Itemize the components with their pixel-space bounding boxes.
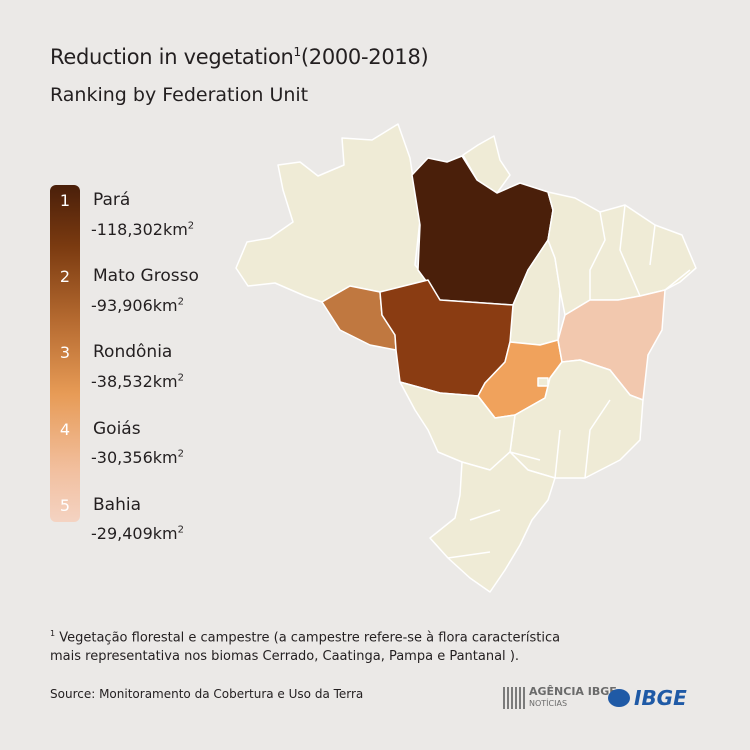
title-footnote-marker: 1	[293, 45, 302, 59]
footnote: 1 Vegetação florestal e campestre (a cam…	[50, 624, 570, 666]
agencia-logo-subtext: NOTÍCIAS	[529, 699, 568, 708]
legend-value-1: -118,302km2	[91, 220, 195, 239]
legend-rank-5: 5	[59, 496, 71, 515]
state-northwest	[235, 123, 429, 303]
chart-subtitle: Ranking by Federation Unit	[50, 84, 309, 106]
legend-name-3: Rondônia	[93, 342, 173, 362]
agencia-logo-icon	[503, 686, 525, 709]
ibge-logo-text: IBGE	[634, 686, 687, 710]
title-text: Reduction in vegetation	[50, 45, 294, 69]
legend-name-2: Mato Grosso	[93, 266, 199, 286]
title-period: (2000-2018)	[300, 45, 429, 69]
footnote-line1: Vegetação florestal e campestre (a campe…	[59, 630, 561, 646]
source-text: Source: Monitoramento da Cobertura e Uso…	[50, 687, 364, 701]
footnote-line2: mais representativa nos biomas Cerrado, …	[50, 649, 506, 665]
legend-name-5: Bahia	[93, 495, 141, 515]
state-south	[429, 451, 556, 593]
legend-rank-2: 2	[59, 267, 71, 286]
legend-color-bar	[50, 185, 80, 522]
legend-value-4: -30,356km2	[91, 448, 184, 467]
agencia-ibge-logo: AGÊNCIA IBGE NOTÍCIAS	[503, 686, 617, 709]
agencia-logo-text: AGÊNCIA IBGE	[529, 685, 617, 698]
chart-title: Reduction in vegetation1(2000-2018)	[50, 45, 429, 69]
ibge-globe-icon	[608, 689, 630, 707]
footnote-line2-end: ).	[509, 649, 520, 665]
state-df	[537, 377, 549, 387]
legend-rank-1: 1	[59, 191, 71, 210]
legend-rank-4: 4	[59, 420, 71, 439]
legend-rank-3: 3	[59, 343, 71, 362]
ibge-logo: IBGE	[608, 686, 687, 710]
legend-name-4: Goiás	[93, 419, 141, 439]
legend-value-2: -93,906km2	[91, 296, 184, 315]
legend-name-1: Pará	[93, 190, 131, 210]
footnote-marker: 1	[50, 629, 56, 638]
legend-value-3: -38,532km2	[91, 372, 184, 391]
legend-value-5: -29,409km2	[91, 524, 184, 543]
